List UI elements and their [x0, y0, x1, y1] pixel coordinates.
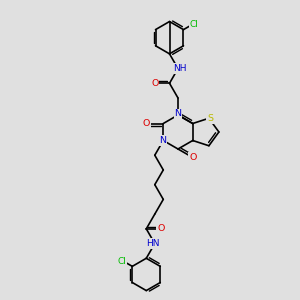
Text: S: S	[207, 114, 213, 123]
Text: O: O	[157, 224, 164, 233]
Text: O: O	[152, 79, 159, 88]
Text: O: O	[142, 119, 150, 128]
Text: N: N	[175, 110, 182, 118]
Text: Cl: Cl	[190, 20, 199, 29]
Text: Cl: Cl	[118, 257, 127, 266]
Text: HN: HN	[146, 239, 160, 248]
Text: O: O	[189, 153, 196, 162]
Text: N: N	[159, 136, 166, 145]
Text: NH: NH	[173, 64, 187, 73]
